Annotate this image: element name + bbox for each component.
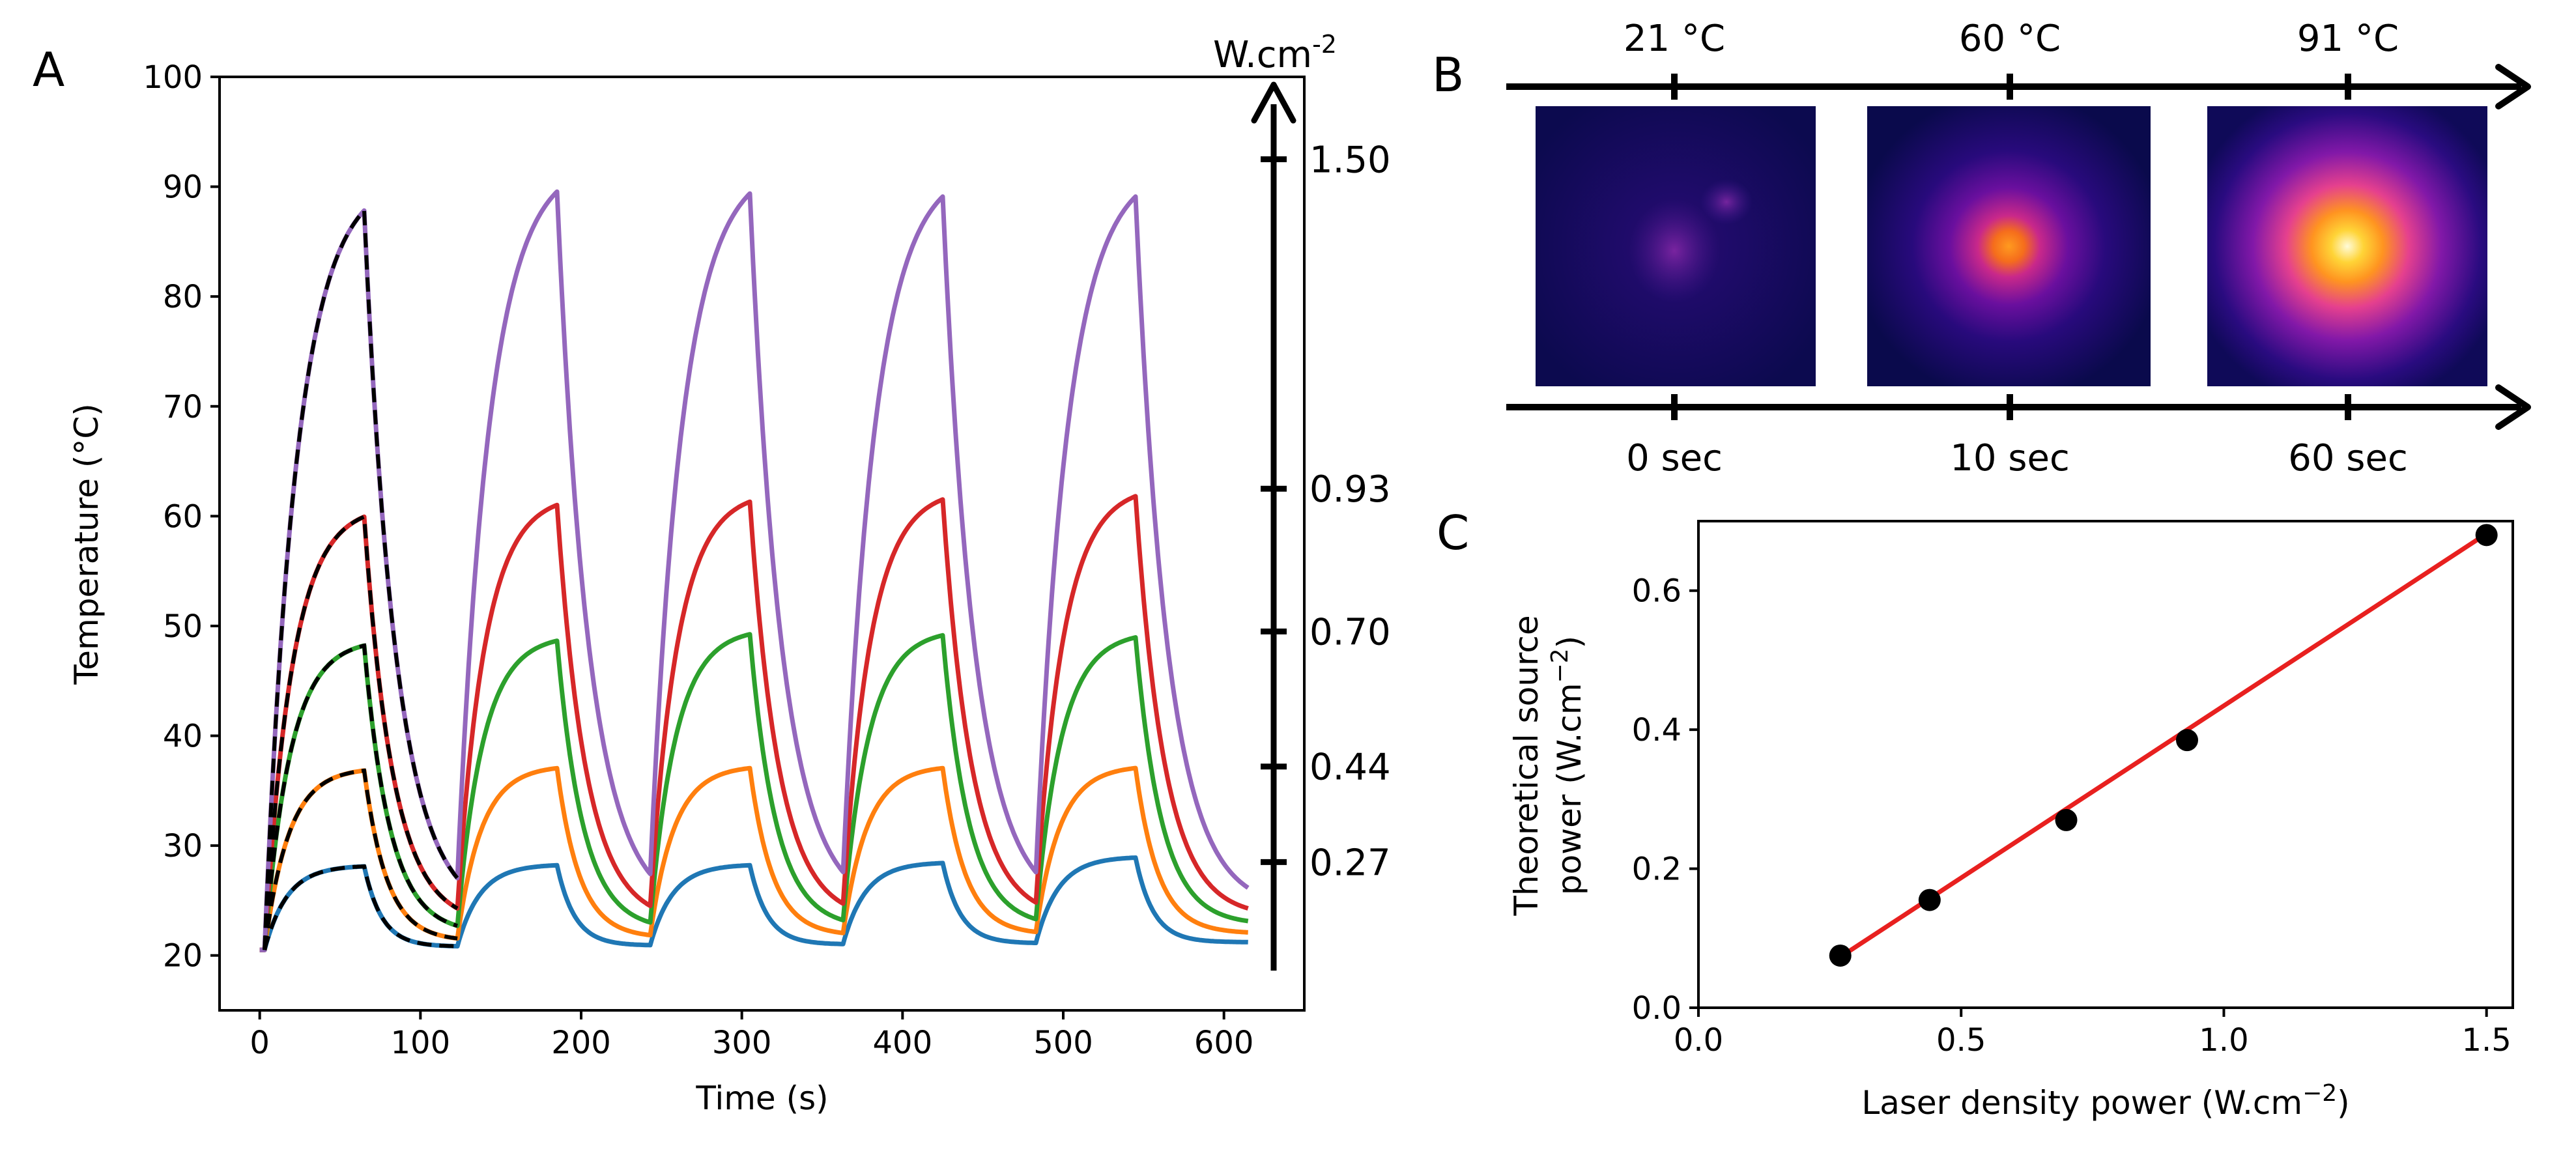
c-y-tick-label: 0.0 [1632,990,1682,1027]
c-x-tick-label: 1.5 [2462,1022,2512,1059]
panel-c-xlabel-exponent: −2 [2302,1080,2337,1107]
panel-c-points [1829,524,2498,967]
power-axis-arrow-icon [1251,81,1296,124]
fit-curve-c027 [263,864,458,951]
x-tick-label: 500 [1033,1025,1093,1061]
panel-a-ylabel: Temperature (°C) [68,403,106,685]
fit-curve-c070 [263,643,458,950]
c-y-tick-label: 0.6 [1632,573,1682,610]
x-tick-label: 600 [1194,1025,1254,1061]
c-x-tick-label: 0.5 [1936,1022,1986,1059]
panel-c-fit-line [1839,532,2488,960]
x-tick-label: 0 [250,1025,270,1061]
panel-c-x-axis: 0.0 0.5 1.0 1.5 [1674,1008,2512,1059]
panel-a-x-axis: 0 100 200 300 400 500 600 [250,1010,1253,1061]
time-arrow-icon [2495,384,2531,430]
panel-a-y-axis: 20 30 40 50 60 70 80 90 100 [143,59,220,975]
panel-c-plot-frame [1697,520,2514,1009]
panel-a-temperature-chart: A 20 30 40 50 60 70 80 90 100 0 100 200 300 400 500 60… [33,30,1391,1117]
data-point [2055,808,2078,831]
x-tick-label: 400 [873,1025,933,1061]
temperature-label-3: 91 °C [2297,18,2399,60]
time-label-3: 60 sec [2288,437,2407,479]
y-tick-label: 80 [163,279,203,315]
time-label-2: 10 sec [1950,437,2069,479]
data-point [1918,889,1941,911]
fit-curve-c044 [263,768,458,950]
panel-a-fit-curves [263,206,459,951]
y-tick-label: 30 [163,828,203,864]
temperature-label-1: 21 °C [1624,18,1725,60]
power-axis-unit-base: W.cm [1213,34,1312,76]
panel-c-ylabel-close: ) [1551,636,1588,649]
panel-c-y-axis: 0.0 0.2 0.4 0.6 [1632,573,1698,1027]
panel-a-xlabel: Time (s) [695,1079,828,1117]
temperature-label-2: 60 °C [1959,18,2061,60]
y-tick-label: 70 [163,389,203,425]
panel-a-plot-frame [218,76,1306,1012]
panel-c-ylabel-line1: Theoretical source [1508,615,1545,916]
power-axis-unit: W.cm-2 [1213,30,1337,76]
series-line-c027 [259,855,1249,952]
panel-c-xlabel-text: Laser density power (W.cm [1861,1084,2302,1122]
x-tick-label: 200 [551,1025,611,1061]
fit-curve-c150 [263,206,459,950]
y-tick-label: 40 [163,719,203,755]
panel-c-xlabel: Laser density power (W.cm−2) [1861,1080,2349,1122]
panel-c-ylabel-text: power (W.cm [1551,683,1588,895]
data-point [2475,524,2498,547]
data-point [1829,944,1852,967]
c-y-tick-label: 0.4 [1632,712,1682,748]
panel-a-label: A [33,42,64,97]
thermal-image-0s [1536,106,1816,386]
panel-c-label: C [1437,505,1469,560]
power-axis-unit-exponent: -2 [1312,30,1337,59]
power-axis-ticks: 1.50 0.93 0.70 0.44 0.27 [1261,139,1391,884]
power-tick-label: 0.70 [1309,611,1391,653]
panel-b-label: B [1432,48,1464,102]
regression-line [1839,532,2488,960]
y-tick-label: 20 [163,938,203,975]
panel-c-ylabel-exponent: −2 [1547,648,1573,683]
power-tick-label: 0.44 [1309,747,1391,789]
data-point [2176,729,2198,752]
c-x-tick-label: 0.0 [1674,1022,1723,1059]
fit-curve-c093 [263,513,459,950]
power-tick-label: 1.50 [1309,139,1391,181]
power-tick-label: 0.27 [1309,842,1391,884]
power-tick-label: 0.93 [1309,468,1391,511]
panel-c-xlabel-close: ) [2337,1084,2350,1122]
c-y-tick-label: 0.2 [1632,851,1682,888]
y-tick-label: 50 [163,608,203,645]
x-tick-label: 300 [712,1025,772,1061]
temperature-arrow-icon [2495,64,2531,109]
thermal-image-10s [1867,106,2151,386]
panel-b-thermal-images: B 21 °C 60 °C 91 °C 0 sec 10 sec 60 sec [1432,18,2531,479]
time-label-1: 0 sec [1626,437,1723,479]
panel-c-ylabel-line2: power (W.cm−2) [1547,636,1588,895]
panel-c-scatter-chart: C 0.0 0.2 0.4 0.6 0.0 0.5 1.0 1.5 Laser densit… [1437,505,2514,1122]
thermal-image-60s [2207,106,2487,386]
x-tick-label: 100 [391,1025,451,1061]
y-tick-label: 60 [163,498,203,535]
y-tick-label: 90 [163,169,203,206]
series-line-c044 [259,765,1249,952]
c-x-tick-label: 1.0 [2199,1022,2248,1059]
y-tick-label: 100 [143,59,203,96]
